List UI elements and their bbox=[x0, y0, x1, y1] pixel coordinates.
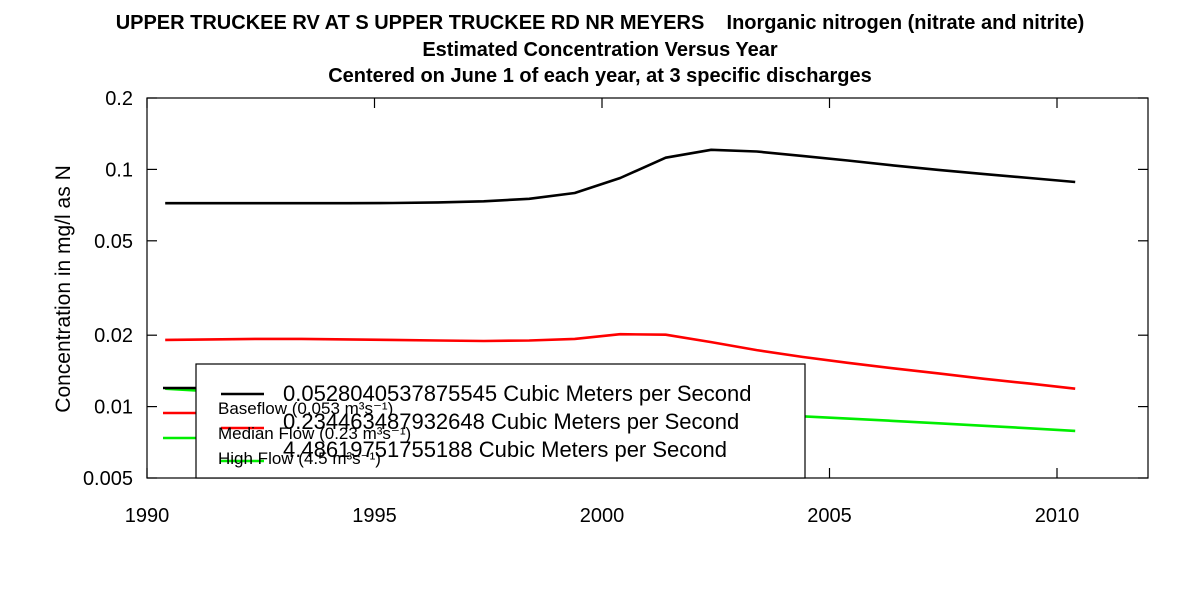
chart-title-line-3: Centered on June 1 of each year, at 3 sp… bbox=[328, 65, 872, 87]
y-tick-label: 0.1 bbox=[105, 159, 133, 181]
legend-overlay-entry: 0.234463487932648 Cubic Meters per Secon… bbox=[283, 409, 739, 434]
x-tick-label: 2010 bbox=[1035, 505, 1080, 527]
y-tick-label: 0.005 bbox=[83, 468, 133, 490]
chart-title-line-2: Estimated Concentration Versus Year bbox=[422, 39, 778, 61]
y-tick-label: 0.02 bbox=[94, 325, 133, 347]
legend-box bbox=[195, 363, 806, 479]
legend-overlay-entry: 4.48619751755188 Cubic Meters per Second bbox=[283, 437, 727, 462]
legend-entry-label: Baseflow (0.053 m³s⁻¹) bbox=[218, 399, 393, 418]
y-tick-label: 0.01 bbox=[94, 397, 133, 419]
x-tick-label: 2000 bbox=[580, 505, 625, 527]
axes-layer: 1990 1995 2000 2005 2010 0.005 0.01 0.02 0.05 0.1… bbox=[83, 88, 1149, 527]
x-tick-label: 1990 bbox=[125, 505, 170, 527]
chart-title-line-1: UPPER TRUCKEE RV AT S UPPER TRUCKEE RD N… bbox=[115, 12, 1085, 34]
y-tick-label: 0.05 bbox=[94, 231, 133, 253]
series-line-median-flow bbox=[165, 332, 1076, 390]
legend-entry-label: Median Flow (0.23 m³s⁻¹) bbox=[218, 424, 411, 443]
y-axis-label: Concentration in mg/l as N bbox=[52, 165, 75, 412]
x-tick-label: 2005 bbox=[807, 505, 852, 527]
legend-entry-label: High Flow (4.5 m³s⁻¹) bbox=[218, 449, 381, 468]
legend-overlay-entry: 0.0528040537875545 Cubic Meters per Seco… bbox=[283, 381, 751, 406]
x-tick-label: 1995 bbox=[352, 505, 397, 527]
series-line-baseflow bbox=[165, 148, 1076, 205]
y-tick-label: 0.2 bbox=[105, 88, 133, 110]
legend: Baseflow (0.053 m³s⁻¹) Median Flow (0.23 … bbox=[163, 363, 806, 479]
